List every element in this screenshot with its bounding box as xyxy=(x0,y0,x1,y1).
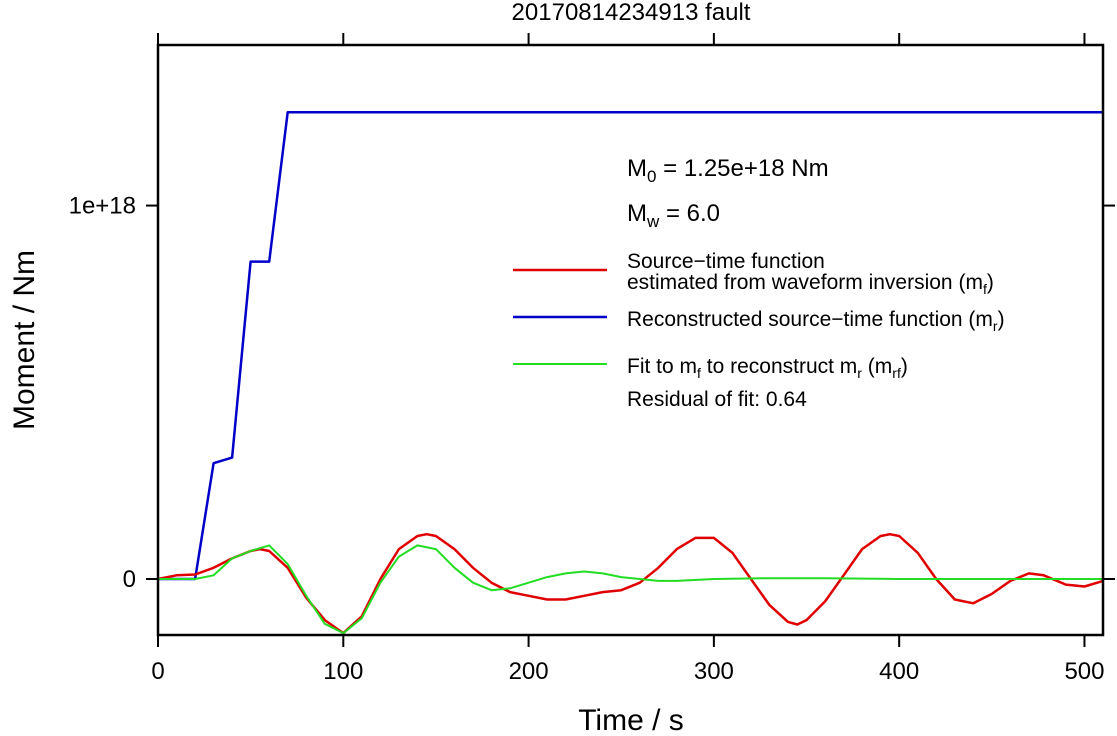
seismic-moment-annotation: M0 = 1.25e+18 Nm xyxy=(627,155,829,186)
legend: Source−time function estimated from wave… xyxy=(513,250,1005,411)
legend-text: to reconstruct m xyxy=(701,355,857,378)
legend-text: (m xyxy=(862,355,892,378)
series-layer xyxy=(157,110,1104,635)
residual-annotation: Residual of fit: 0.64 xyxy=(627,388,807,411)
m0-base: M xyxy=(627,155,647,182)
plot-frame xyxy=(156,43,1105,637)
legend-text: estimated from waveform inversion (m xyxy=(627,271,983,294)
legend-entry-reconstructed: Reconstructed source−time function (mr) xyxy=(627,308,1005,334)
x-tick-label: 500 xyxy=(1064,658,1104,685)
moment-magnitude-annotation: Mw = 6.0 xyxy=(627,200,720,231)
fit-series-line xyxy=(158,544,1103,635)
y-tick-label: 0 xyxy=(123,566,136,593)
mw-base: M xyxy=(627,200,647,227)
x-tick-label: 400 xyxy=(879,658,919,685)
x-tick-label: 300 xyxy=(694,658,734,685)
reconstructed-series-line xyxy=(158,110,1103,581)
legend-entry-source-time-function-line2: estimated from waveform inversion (mf) xyxy=(627,271,994,297)
legend-text: ) xyxy=(987,271,994,294)
legend-subscript: rf xyxy=(892,365,901,381)
mw-value: = 6.0 xyxy=(659,200,720,227)
legend-subscript: f xyxy=(983,281,987,297)
m0-subscript: 0 xyxy=(647,167,656,186)
legend-text: ) xyxy=(901,355,908,378)
legend-text: Reconstructed source−time function (m xyxy=(627,308,993,331)
axes-layer: 0 100 200 300 400 500 0 1e+18 xyxy=(69,33,1115,685)
x-axis-label: Time / s xyxy=(578,704,684,736)
legend-subscript: f xyxy=(697,365,701,381)
legend-entry-fit: Fit to mf to reconstruct mr (mrf) xyxy=(627,355,908,381)
legend-text: ) xyxy=(998,308,1005,331)
legend-entry-source-time-function-line1: Source−time function xyxy=(627,250,825,273)
chart-title: 20170814234913 fault xyxy=(512,0,751,26)
y-tick-label: 1e+18 xyxy=(69,193,136,220)
x-tick-label: 100 xyxy=(323,658,363,685)
m0-value: = 1.25e+18 Nm xyxy=(656,155,828,182)
mw-subscript: w xyxy=(646,212,660,231)
legend-text: Fit to m xyxy=(627,355,697,378)
legend-subscript: r xyxy=(993,318,998,334)
legend-subscript: r xyxy=(857,365,862,381)
y-axis-label: Moment / Nm xyxy=(8,250,41,430)
x-tick-label: 0 xyxy=(151,658,164,685)
x-tick-label: 200 xyxy=(509,658,549,685)
